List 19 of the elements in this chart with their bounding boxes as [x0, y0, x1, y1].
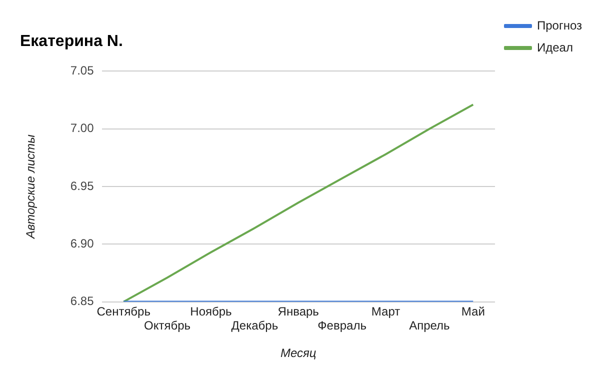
chart-title: Екатерина N. — [20, 33, 123, 50]
y-axis-title: Авторские листы — [24, 134, 38, 240]
x-axis-title: Месяц — [280, 346, 316, 360]
x-tick-label: Ноябрь — [190, 304, 232, 318]
x-tick-label: Май — [461, 304, 485, 318]
y-tick-label: 6.90 — [70, 236, 94, 250]
x-tick-label: Октябрь — [144, 318, 191, 333]
legend-label: Идеал — [536, 40, 573, 54]
x-tick-label: Декабрь — [231, 318, 278, 333]
x-tick-label: Сентябрь — [96, 304, 150, 318]
y-tick-label: 7.00 — [70, 121, 94, 136]
legend-label: Прогноз — [536, 18, 582, 32]
x-tick-label: Январь — [278, 304, 319, 318]
y-tick-label: 7.05 — [70, 64, 94, 78]
y-tick-label: 6.85 — [70, 294, 94, 308]
x-tick-label: Март — [371, 304, 401, 318]
x-tick-label: Апрель — [409, 318, 450, 333]
x-tick-label: Февраль — [318, 318, 366, 333]
y-tick-label: 6.95 — [70, 178, 94, 193]
